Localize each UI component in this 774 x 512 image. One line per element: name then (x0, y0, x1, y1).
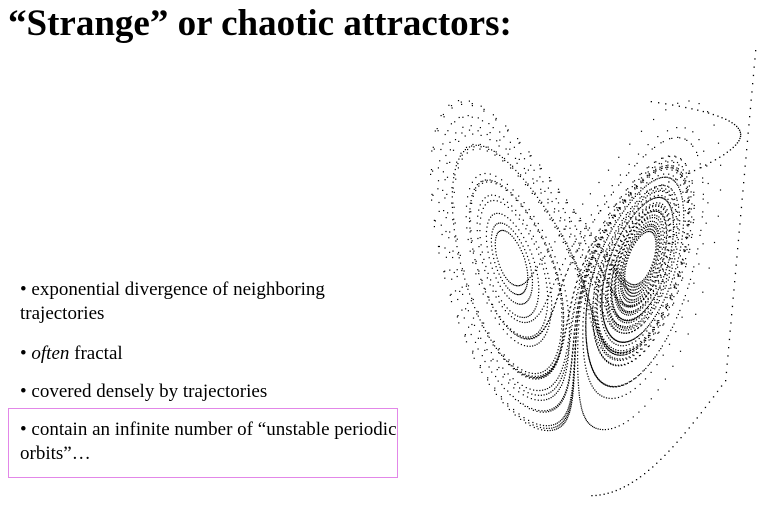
slide-title: “Strange” or chaotic attractors: (8, 3, 512, 44)
bullet-text: exponential divergence of neighboring tr… (20, 279, 325, 324)
bullet-list: • exponential divergence of neighboring … (20, 278, 400, 466)
bullet-text: covered densely by trajectories (31, 381, 268, 402)
bullet-emphasis: often (31, 343, 70, 364)
bullet-marker: • (20, 419, 27, 440)
bullet-text: fractal (69, 343, 123, 364)
bullet-item: • often fractal (20, 342, 400, 366)
bullet-item: • contain an infinite number of “unstabl… (20, 418, 400, 466)
bullet-marker: • (20, 381, 27, 402)
bullet-item: • exponential divergence of neighboring … (20, 278, 400, 326)
bullet-marker: • (20, 343, 27, 364)
highlight-box (8, 408, 398, 478)
lorenz-attractor-icon (430, 50, 757, 497)
bullet-item: • covered densely by trajectories (20, 380, 400, 404)
bullet-text: contain an infinite number of “unstable … (20, 419, 397, 464)
bullet-marker: • (20, 279, 27, 300)
